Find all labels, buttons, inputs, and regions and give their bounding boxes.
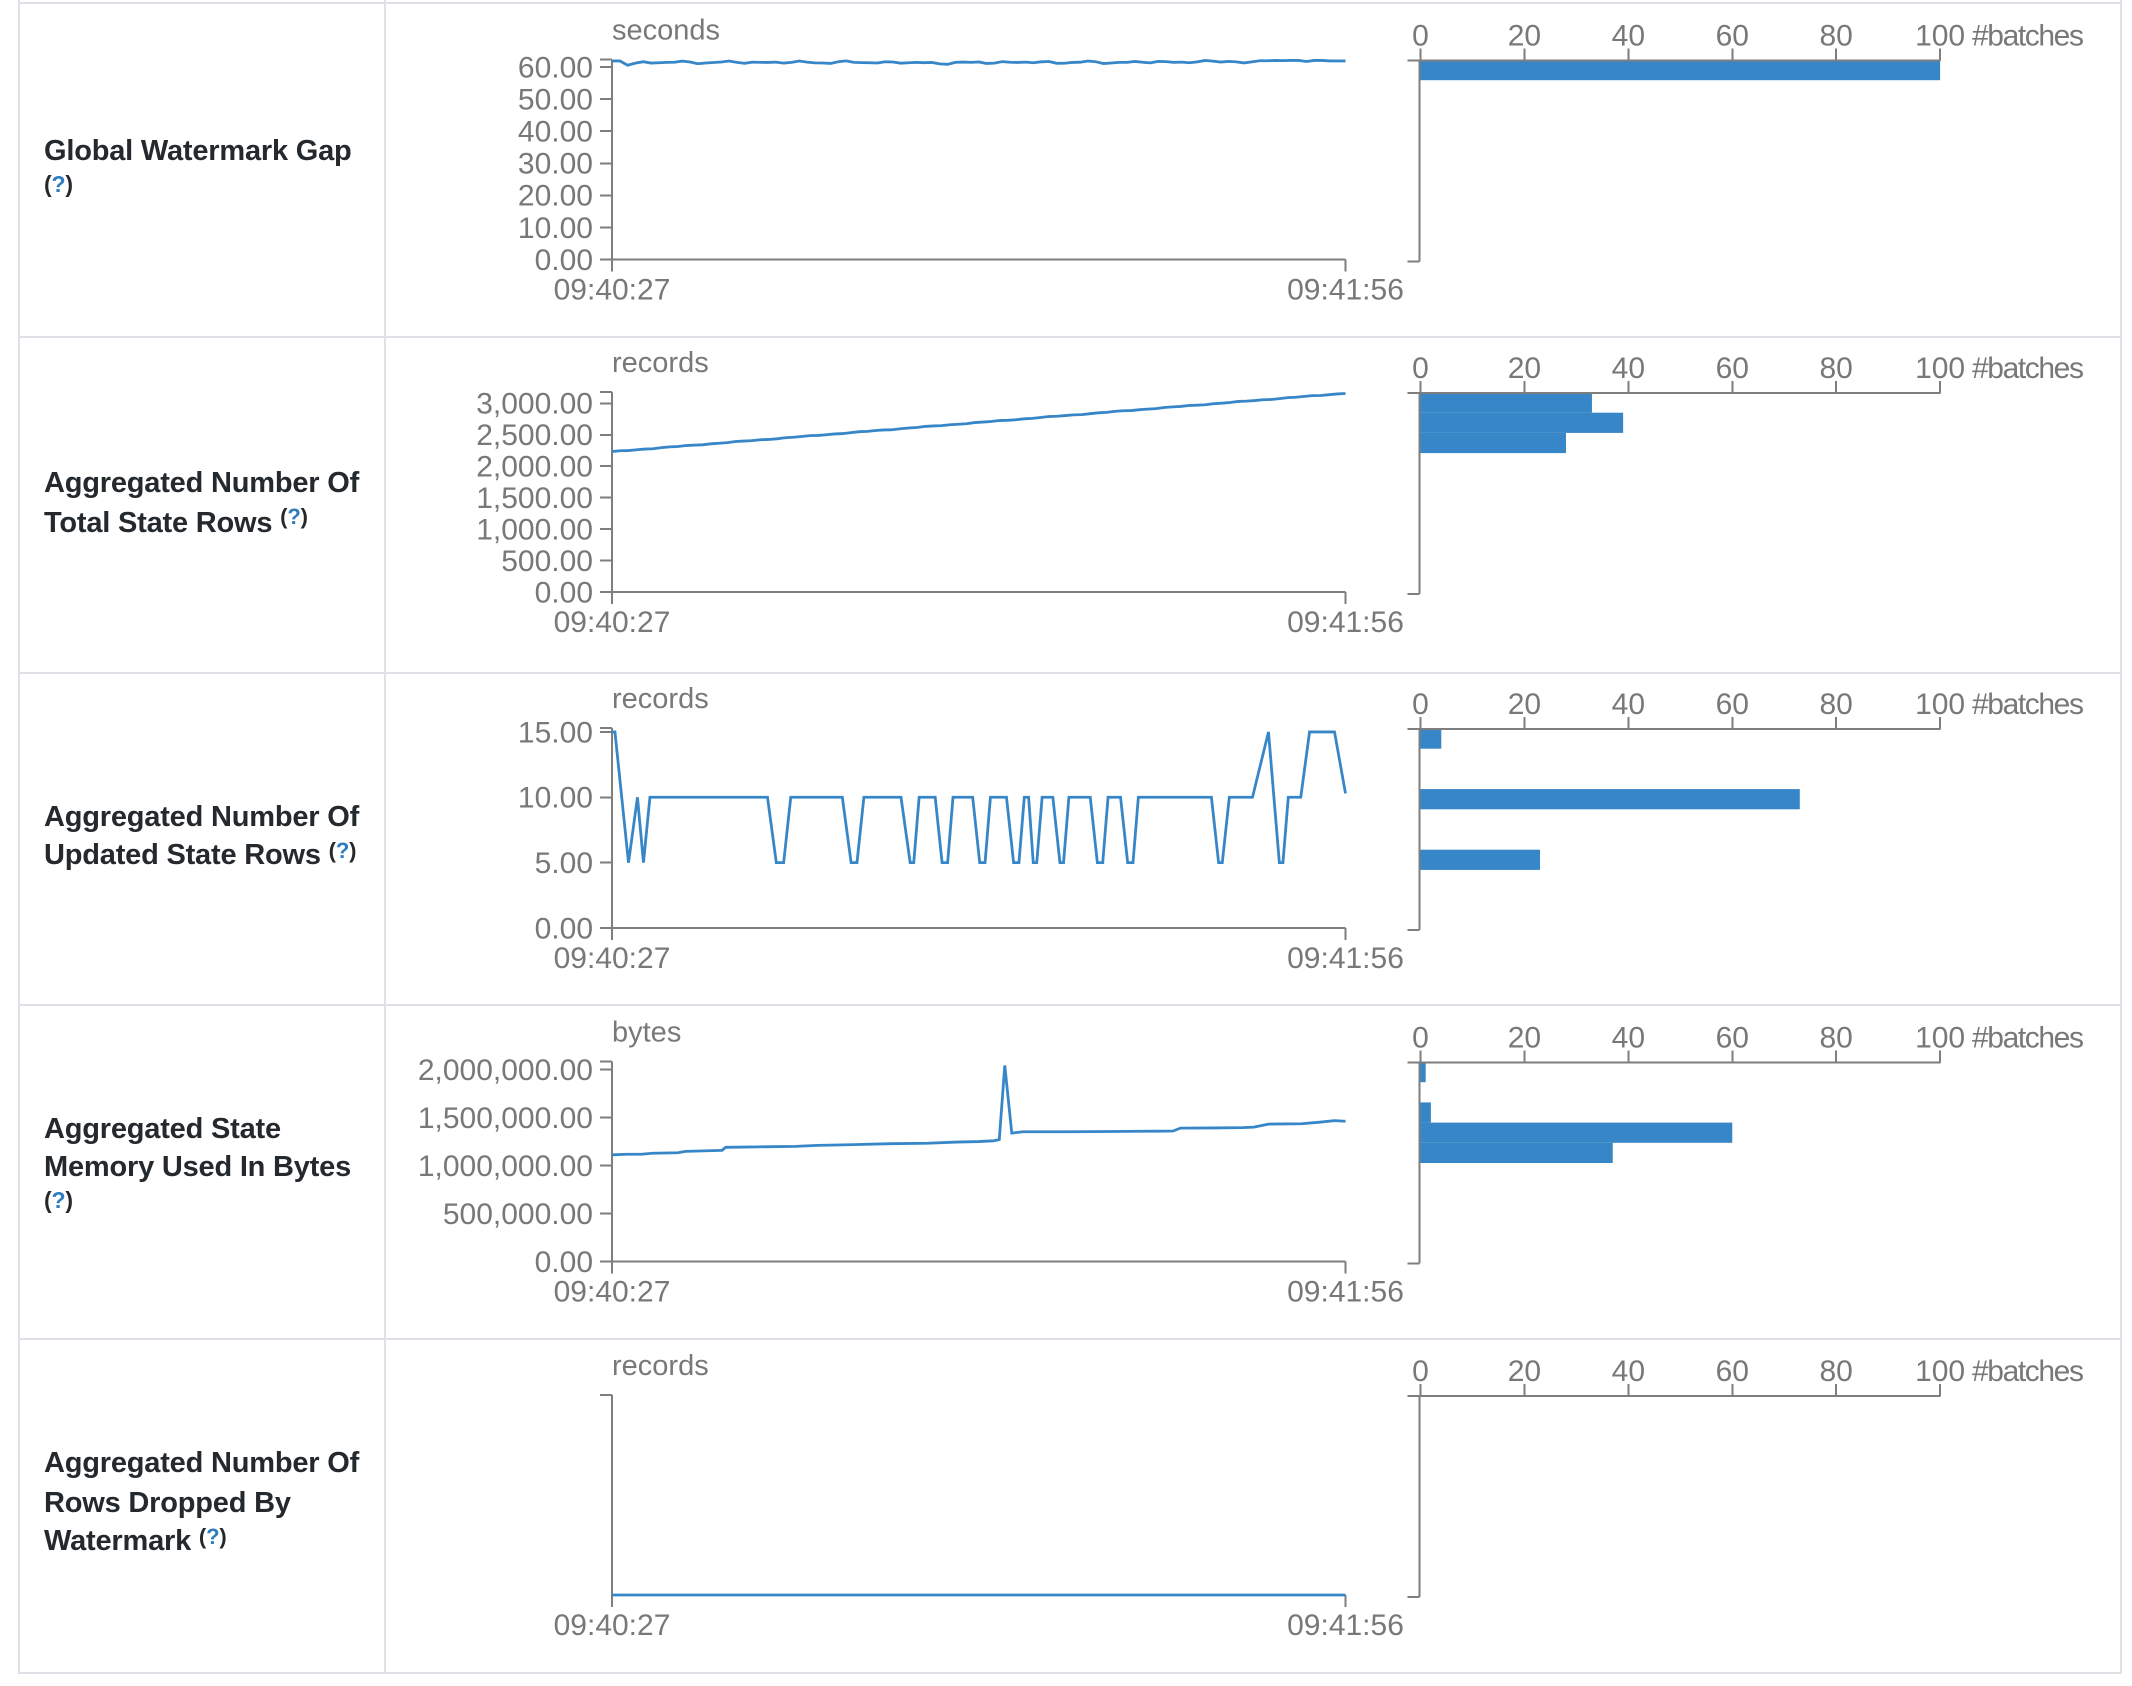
svg-text:09:40:27: 09:40:27 <box>554 274 671 307</box>
svg-text:09:40:27: 09:40:27 <box>554 942 671 975</box>
svg-text:40.00: 40.00 <box>518 116 593 149</box>
svg-text:10.00: 10.00 <box>518 212 593 245</box>
svg-text:0.00: 0.00 <box>535 576 593 609</box>
svg-text:60: 60 <box>1716 352 1749 385</box>
svg-text:1,000,000.00: 1,000,000.00 <box>418 1150 593 1183</box>
svg-text:30.00: 30.00 <box>518 148 593 181</box>
svg-text:2,000.00: 2,000.00 <box>476 451 593 484</box>
svg-text:60: 60 <box>1716 20 1749 53</box>
svg-text:1,500,000.00: 1,500,000.00 <box>418 1102 593 1135</box>
svg-text:80: 80 <box>1819 1355 1852 1388</box>
svg-text:#batches: #batches <box>1972 1355 2083 1388</box>
svg-text:100: 100 <box>1915 352 1965 385</box>
svg-text:09:41:56: 09:41:56 <box>1287 942 1404 975</box>
svg-text:2,500.00: 2,500.00 <box>476 419 593 452</box>
svg-text:40: 40 <box>1612 688 1645 721</box>
svg-text:0: 0 <box>1412 688 1429 721</box>
svg-text:60: 60 <box>1716 688 1749 721</box>
svg-text:15.00: 15.00 <box>518 716 593 749</box>
svg-text:5.00: 5.00 <box>535 847 593 880</box>
svg-text:#batches: #batches <box>1972 1022 2083 1055</box>
svg-text:500,000.00: 500,000.00 <box>443 1198 593 1231</box>
svg-text:09:41:56: 09:41:56 <box>1287 1609 1404 1642</box>
svg-text:40: 40 <box>1612 1355 1645 1388</box>
svg-text:20: 20 <box>1508 688 1541 721</box>
svg-text:20: 20 <box>1508 1022 1541 1055</box>
svg-text:records: records <box>612 1350 709 1382</box>
svg-text:09:40:27: 09:40:27 <box>554 1276 671 1309</box>
svg-text:seconds: seconds <box>612 15 720 47</box>
svg-text:09:41:56: 09:41:56 <box>1287 606 1404 639</box>
svg-text:records: records <box>612 347 709 379</box>
svg-text:09:41:56: 09:41:56 <box>1287 1276 1404 1309</box>
svg-text:09:40:27: 09:40:27 <box>554 606 671 639</box>
svg-text:#batches: #batches <box>1972 688 2083 721</box>
svg-text:0: 0 <box>1412 20 1429 53</box>
svg-text:40: 40 <box>1612 20 1645 53</box>
svg-text:100: 100 <box>1915 688 1965 721</box>
svg-text:80: 80 <box>1819 1022 1852 1055</box>
svg-text:40: 40 <box>1612 1022 1645 1055</box>
svg-text:#batches: #batches <box>1972 352 2083 385</box>
svg-text:20: 20 <box>1508 1355 1541 1388</box>
svg-text:100: 100 <box>1915 1355 1965 1388</box>
svg-text:60.00: 60.00 <box>518 51 593 84</box>
svg-text:500.00: 500.00 <box>501 545 593 578</box>
svg-text:records: records <box>612 683 709 715</box>
svg-text:0.00: 0.00 <box>535 1246 593 1279</box>
svg-text:0.00: 0.00 <box>535 244 593 277</box>
svg-text:0: 0 <box>1412 1022 1429 1055</box>
svg-text:20: 20 <box>1508 20 1541 53</box>
svg-text:100: 100 <box>1915 20 1965 53</box>
svg-text:0.00: 0.00 <box>535 912 593 945</box>
svg-text:1,500.00: 1,500.00 <box>476 482 593 515</box>
svg-text:60: 60 <box>1716 1355 1749 1388</box>
svg-text:40: 40 <box>1612 352 1645 385</box>
svg-text:60: 60 <box>1716 1022 1749 1055</box>
svg-text:3,000.00: 3,000.00 <box>476 388 593 421</box>
svg-text:80: 80 <box>1819 688 1852 721</box>
svg-text:20.00: 20.00 <box>518 180 593 213</box>
svg-text:10.00: 10.00 <box>518 782 593 815</box>
svg-text:0: 0 <box>1412 1355 1429 1388</box>
svg-text:bytes: bytes <box>612 1017 681 1049</box>
svg-text:50.00: 50.00 <box>518 83 593 116</box>
svg-text:20: 20 <box>1508 352 1541 385</box>
svg-text:2,000,000.00: 2,000,000.00 <box>418 1054 593 1087</box>
svg-text:09:40:27: 09:40:27 <box>554 1609 671 1642</box>
svg-text:1,000.00: 1,000.00 <box>476 514 593 547</box>
svg-text:#batches: #batches <box>1972 20 2083 53</box>
svg-text:09:41:56: 09:41:56 <box>1287 274 1404 307</box>
svg-text:80: 80 <box>1819 352 1852 385</box>
svg-text:80: 80 <box>1819 20 1852 53</box>
svg-text:0: 0 <box>1412 352 1429 385</box>
svg-text:100: 100 <box>1915 1022 1965 1055</box>
